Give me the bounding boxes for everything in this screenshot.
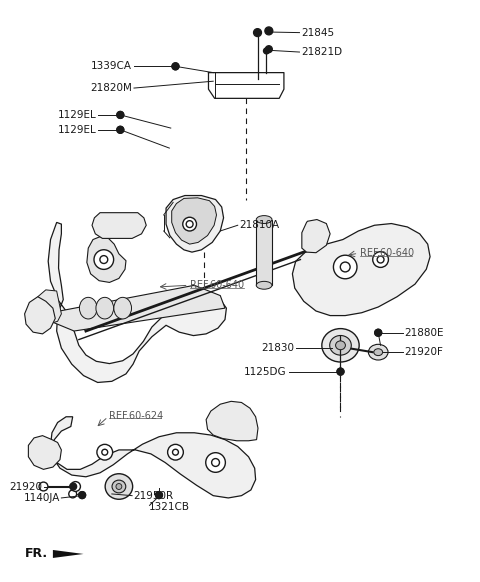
Ellipse shape bbox=[112, 480, 126, 493]
Ellipse shape bbox=[79, 297, 97, 319]
Text: 21810A: 21810A bbox=[239, 220, 279, 230]
Circle shape bbox=[206, 453, 226, 473]
Ellipse shape bbox=[114, 297, 132, 319]
Circle shape bbox=[337, 368, 344, 375]
Ellipse shape bbox=[374, 349, 383, 356]
Text: 1129EL: 1129EL bbox=[58, 125, 96, 135]
Text: 1129EL: 1129EL bbox=[58, 110, 96, 120]
Circle shape bbox=[168, 444, 183, 460]
Ellipse shape bbox=[330, 335, 351, 355]
Polygon shape bbox=[50, 285, 225, 331]
Ellipse shape bbox=[105, 474, 132, 499]
Circle shape bbox=[340, 262, 350, 272]
Polygon shape bbox=[48, 222, 227, 382]
Circle shape bbox=[172, 449, 179, 455]
Circle shape bbox=[172, 63, 179, 70]
Circle shape bbox=[375, 329, 382, 336]
Text: 21920: 21920 bbox=[10, 481, 43, 492]
Text: REF.60-624: REF.60-624 bbox=[109, 411, 164, 421]
Text: 21830: 21830 bbox=[261, 343, 294, 353]
Polygon shape bbox=[24, 297, 55, 334]
Text: REF.60-640: REF.60-640 bbox=[190, 281, 244, 290]
Text: 1339CA: 1339CA bbox=[91, 61, 132, 72]
Polygon shape bbox=[53, 550, 84, 558]
Circle shape bbox=[79, 492, 85, 499]
Ellipse shape bbox=[256, 215, 272, 223]
Circle shape bbox=[377, 256, 384, 263]
Circle shape bbox=[100, 255, 108, 264]
Ellipse shape bbox=[96, 297, 114, 319]
Polygon shape bbox=[256, 219, 272, 285]
Text: 21880E: 21880E bbox=[405, 328, 444, 338]
Text: 1125DG: 1125DG bbox=[244, 367, 287, 377]
Circle shape bbox=[69, 490, 77, 498]
Circle shape bbox=[253, 29, 262, 37]
Circle shape bbox=[117, 126, 124, 133]
Circle shape bbox=[70, 483, 77, 490]
Ellipse shape bbox=[336, 341, 346, 350]
Circle shape bbox=[97, 444, 113, 460]
Text: 21845: 21845 bbox=[301, 27, 334, 38]
Polygon shape bbox=[36, 290, 61, 324]
Circle shape bbox=[156, 492, 162, 499]
Polygon shape bbox=[87, 237, 126, 282]
Circle shape bbox=[334, 255, 357, 279]
Polygon shape bbox=[292, 223, 430, 315]
Ellipse shape bbox=[256, 281, 272, 289]
Polygon shape bbox=[28, 436, 61, 469]
Polygon shape bbox=[92, 212, 146, 239]
Circle shape bbox=[156, 492, 162, 499]
Circle shape bbox=[102, 449, 108, 455]
Ellipse shape bbox=[368, 345, 388, 360]
Circle shape bbox=[117, 112, 124, 118]
Circle shape bbox=[117, 126, 124, 133]
Circle shape bbox=[94, 250, 114, 269]
Circle shape bbox=[183, 217, 196, 231]
Polygon shape bbox=[166, 196, 224, 252]
Polygon shape bbox=[172, 198, 216, 244]
Circle shape bbox=[79, 492, 85, 499]
Text: 21950R: 21950R bbox=[133, 491, 174, 501]
Polygon shape bbox=[50, 417, 256, 498]
Circle shape bbox=[375, 329, 382, 336]
Circle shape bbox=[264, 48, 269, 54]
Circle shape bbox=[337, 368, 344, 375]
Text: 1140JA: 1140JA bbox=[24, 493, 60, 503]
Circle shape bbox=[265, 27, 273, 35]
Circle shape bbox=[265, 46, 272, 52]
Circle shape bbox=[186, 221, 193, 228]
Ellipse shape bbox=[322, 329, 359, 362]
Circle shape bbox=[71, 481, 81, 491]
Circle shape bbox=[39, 482, 48, 491]
Circle shape bbox=[212, 459, 219, 466]
Text: 21920F: 21920F bbox=[405, 347, 444, 357]
Text: 21820M: 21820M bbox=[90, 83, 132, 93]
Text: REF.60-640: REF.60-640 bbox=[360, 249, 414, 258]
Circle shape bbox=[117, 112, 124, 118]
Polygon shape bbox=[206, 402, 258, 441]
Ellipse shape bbox=[116, 484, 122, 489]
Text: 1321CB: 1321CB bbox=[149, 502, 190, 512]
Polygon shape bbox=[302, 219, 330, 253]
Text: FR.: FR. bbox=[24, 548, 48, 560]
Text: 21821D: 21821D bbox=[301, 47, 342, 57]
Circle shape bbox=[172, 63, 179, 70]
Circle shape bbox=[372, 251, 388, 267]
